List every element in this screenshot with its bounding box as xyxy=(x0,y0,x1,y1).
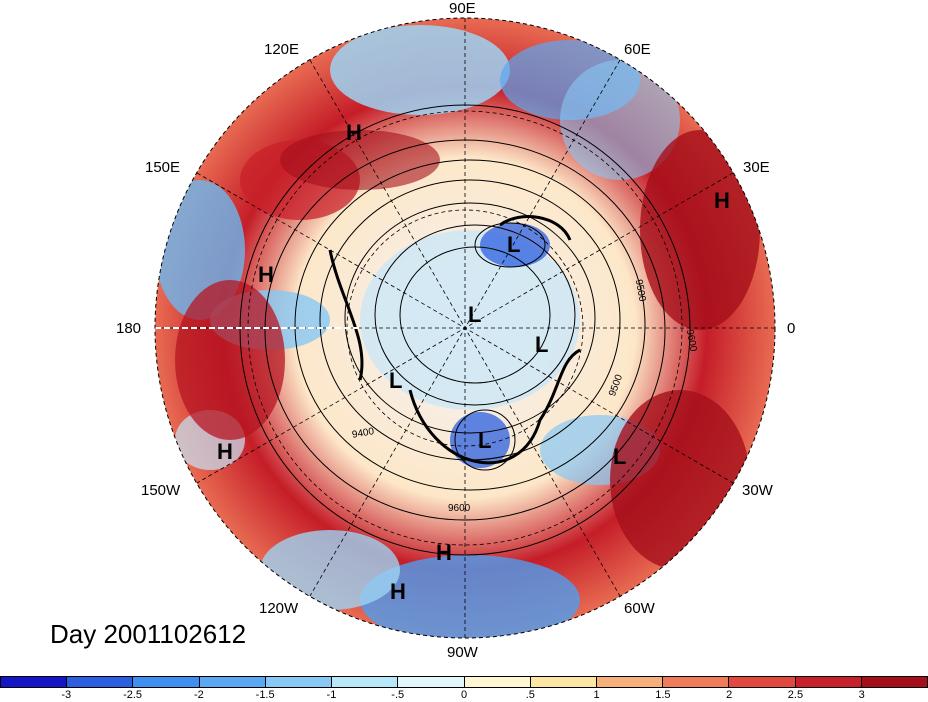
lon-label-90w: 90W xyxy=(447,644,478,661)
lon-label-120w: 120W xyxy=(259,600,299,617)
lon-label-0: 0 xyxy=(787,320,796,337)
lon-label-180: 180 xyxy=(116,320,142,337)
lon-label-150w: 150W xyxy=(141,482,181,499)
colorbar-tick-label: -3 xyxy=(61,689,72,701)
colorbar-swatch xyxy=(133,677,200,687)
colorbar-swatch xyxy=(530,677,597,687)
polar-map xyxy=(154,17,776,639)
colorbar xyxy=(0,676,928,688)
colorbar-tick-label: -1 xyxy=(326,689,337,701)
colorbar-swatch xyxy=(398,677,465,687)
colorbar-tick-label: -1.5 xyxy=(255,689,275,701)
high-center: H xyxy=(390,579,406,604)
colorbar-swatch xyxy=(464,677,531,687)
low-center: L xyxy=(507,232,521,257)
colorbar-swatch xyxy=(265,677,333,687)
colorbar-tick-label: 0 xyxy=(460,689,468,701)
high-center: H xyxy=(217,439,233,464)
low-center: L xyxy=(613,444,627,469)
lon-label-30w: 30W xyxy=(742,482,773,499)
colorbar-tick-label: -2 xyxy=(193,689,204,701)
contour-label: 9600 xyxy=(448,503,471,514)
colorbar-swatch xyxy=(861,677,928,687)
colorbar-tick-label: 2.5 xyxy=(787,689,804,701)
colorbar-swatch xyxy=(795,677,862,687)
colorbar-swatch xyxy=(67,677,134,687)
high-center: H xyxy=(346,120,362,145)
lon-label-60w: 60W xyxy=(624,600,655,617)
high-center: H xyxy=(436,540,452,565)
colorbar-swatch xyxy=(1,677,68,687)
colorbar-tick-label: -.5 xyxy=(391,689,405,701)
lon-label-60e: 60E xyxy=(624,41,651,58)
high-center: H xyxy=(714,188,730,213)
colorbar-swatch xyxy=(199,677,266,687)
colorbar-swatch xyxy=(663,677,730,687)
lon-label-90e: 90E xyxy=(449,0,476,17)
low-center: L xyxy=(468,302,482,327)
low-center: L xyxy=(478,428,492,453)
lon-label-150e: 150E xyxy=(145,159,181,176)
colorbar-tick-label: -2.5 xyxy=(123,689,143,701)
colorbar-swatch xyxy=(332,677,399,687)
colorbar-tick-label: 2 xyxy=(726,689,733,701)
colorbar-tick-label: 1.5 xyxy=(655,689,671,701)
colorbar-tick-label: .5 xyxy=(525,689,535,701)
low-center: L xyxy=(535,332,549,357)
colorbar-swatch xyxy=(596,677,664,687)
colorbar-swatch xyxy=(729,677,796,687)
lon-label-30e: 30E xyxy=(743,159,770,176)
colorbar-tick-label: 3 xyxy=(858,689,865,701)
colorbar-tick-label: 1 xyxy=(593,689,600,701)
low-center: L xyxy=(389,368,403,393)
high-center: H xyxy=(258,262,274,287)
lon-label-120e: 120E xyxy=(264,41,300,58)
map-title: Day 2001102612 xyxy=(50,619,247,649)
